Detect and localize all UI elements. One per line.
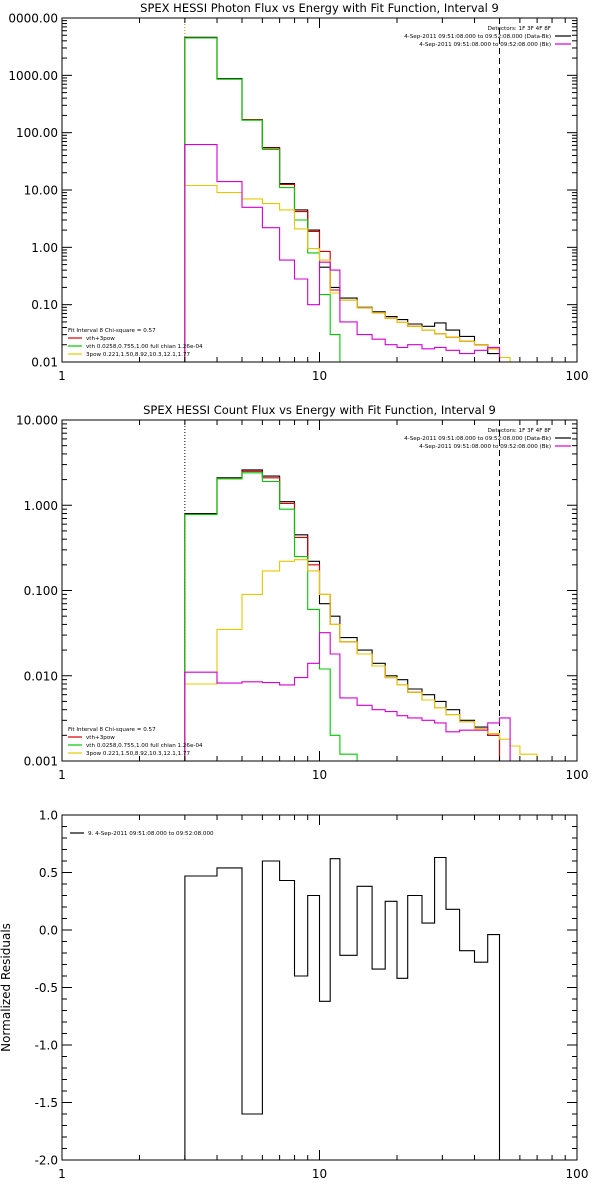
legend-bottom-left: Fit Interval 8 Chi-square = 0.57 vth+3pow… xyxy=(68,328,203,358)
series-line-2 xyxy=(184,470,501,761)
y-tick-label: 0.100 xyxy=(24,584,58,598)
legend-entry: vth 0.0258,0.755,1.00 full chian 1.26e-0… xyxy=(86,743,203,749)
plot-area xyxy=(184,18,511,362)
y-tick-label: -1.5 xyxy=(35,1096,58,1110)
legend-entry: vth+3pow xyxy=(86,735,115,741)
series-line-3 xyxy=(184,472,358,761)
x-tick-label: 100 xyxy=(566,1167,589,1181)
y-tick-label: 1000.00 xyxy=(8,69,58,83)
y-tick-label: 0.010 xyxy=(24,669,58,683)
y-tick-label: 0.01 xyxy=(31,356,58,370)
legend-entry: 4-Sep-2011 09:51:08.000 to 09:52:08.000 … xyxy=(404,436,551,442)
y-tick-label: 0.5 xyxy=(39,866,58,880)
y-tick-label: 1.00 xyxy=(31,241,58,255)
legend-entry: Detectors: 1F 3F 4F 8F xyxy=(488,26,551,32)
legend-top-right: Detectors: 1F 3F 4F 8F 4-Sep-2011 09:51:0… xyxy=(404,428,571,450)
legend-entry: 3pow 0.221,1.50,8.92,10.3,12.1,1.77 xyxy=(86,751,191,757)
legend-top-left: 9. 4-Sep-2011 09:51:08.000 to 09:52:08.0… xyxy=(70,831,214,837)
panel-2: SPEX HESSI Count Flux vs Energy with Fit… xyxy=(16,403,588,782)
legend-entry: 4-Sep-2011 09:51:08.000 to 09:52:08.000 … xyxy=(404,34,551,40)
legend-entry: Fit Interval 8 Chi-square = 0.57 xyxy=(68,727,156,733)
legend-entry: Fit Interval 8 Chi-square = 0.57 xyxy=(68,328,156,334)
y-tick-label: -0.5 xyxy=(35,981,58,995)
series-line-1 xyxy=(184,469,501,761)
x-tick-label: 100 xyxy=(566,369,589,383)
legend-bottom-left: Fit Interval 8 Chi-square = 0.57 vth+3pow… xyxy=(68,727,203,757)
series-line-4 xyxy=(184,559,552,761)
y-tick-label: 0.0 xyxy=(39,924,58,938)
y-tick-label: -1.0 xyxy=(35,1039,58,1053)
x-tick-label: 100 xyxy=(566,768,589,782)
legend-entry: vth+3pow xyxy=(86,336,115,342)
x-tick-label: 10 xyxy=(312,768,327,782)
x-tick-label: 10 xyxy=(312,1167,327,1181)
legend-top-right: Detectors: 1F 3F 4F 8F 4-Sep-2011 09:51:0… xyxy=(404,26,571,48)
legend-entry: 4-Sep-2011 09:51:08.000 to 09:52:08.000 … xyxy=(419,444,551,450)
y-tick-label: 10.000 xyxy=(16,414,58,428)
plot-area xyxy=(184,420,552,761)
y-tick-label: 0.10 xyxy=(31,298,58,312)
x-tick-label: 1 xyxy=(58,369,66,383)
legend-entry: 4-Sep-2011 09:51:08.000 to 09:52:08.000 … xyxy=(419,42,551,48)
chart-title: SPEX HESSI Count Flux vs Energy with Fit… xyxy=(143,403,496,417)
series-line-1 xyxy=(184,36,501,362)
x-tick-label: 1 xyxy=(58,768,66,782)
y-tick-label: -2.0 xyxy=(35,1154,58,1168)
plot-area xyxy=(184,856,501,1160)
legend-entry: 3pow 0.221,1.50,8.92,10.3,12.1,1.77 xyxy=(86,352,191,358)
series-line-5 xyxy=(184,632,511,761)
y-tick-label: 1.000 xyxy=(24,499,58,513)
series-line-5 xyxy=(184,144,501,362)
x-tick-label: 1 xyxy=(58,1167,66,1181)
series-line-2 xyxy=(184,37,501,362)
chart-title: SPEX HESSI Photon Flux vs Energy with Fi… xyxy=(140,1,499,15)
y-tick-label: 10.00 xyxy=(24,184,58,198)
y-tick-label: 100.00 xyxy=(16,126,58,140)
legend-entry: Detectors: 1F 3F 4F 8F xyxy=(488,428,551,434)
panel-3: Normalized Residuals 1 10 100 -2.0 -1.5 -1.0 -0… xyxy=(0,809,588,1182)
y-tick-label: 0.001 xyxy=(24,755,58,769)
series-line-4 xyxy=(184,184,511,362)
y-tick-label: 1.0 xyxy=(39,809,58,823)
x-tick-label: 10 xyxy=(312,369,327,383)
series-line-3 xyxy=(184,37,358,362)
y-axis-label: Normalized Residuals xyxy=(0,923,13,1052)
legend-entry: vth 0.0258,0.755,1.00 full chian 1.26e-0… xyxy=(86,344,203,350)
y-tick-label: 0000.00 xyxy=(8,12,58,26)
legend-entry: 9. 4-Sep-2011 09:51:08.000 to 09:52:08.0… xyxy=(88,831,214,837)
panel-1: SPEX HESSI Photon Flux vs Energy with Fi… xyxy=(8,1,588,383)
series-line-1 xyxy=(184,856,501,1160)
